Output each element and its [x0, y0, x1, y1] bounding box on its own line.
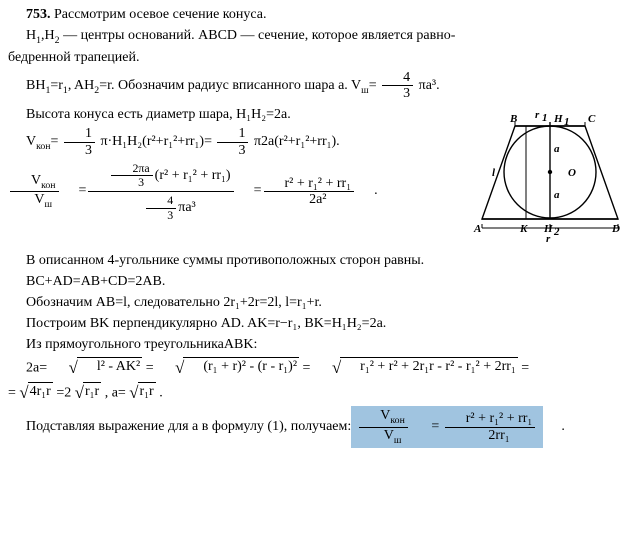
- text: — центры оснований. ABCD — сечение, кото…: [60, 28, 456, 43]
- line-8: В описанном 4-угольнике суммы противопол…: [8, 252, 622, 271]
- text: BH: [26, 78, 45, 93]
- fraction: 4 3: [382, 70, 413, 102]
- svg-text:H: H: [553, 113, 563, 125]
- line-3: бедренной трапецией.: [8, 49, 622, 68]
- line-7: Vкон Vш = 2πa 3 (r² + r₁² + rr₁) 4: [8, 160, 466, 223]
- line-10: Обозначим AB=l, следовательно 2r₁+2r=2l,…: [8, 294, 622, 313]
- svg-text:1: 1: [564, 116, 570, 128]
- line-15: Подставляя выражение для a в формулу (1)…: [8, 406, 622, 448]
- text: Рассмотрим осевое сечение конуса.: [54, 7, 266, 22]
- svg-text:A: A: [473, 223, 481, 235]
- svg-text:B: B: [509, 113, 517, 125]
- line-4: BH1=r1, AH2=r. Обозначим радиус вписанно…: [8, 70, 622, 102]
- svg-text:2: 2: [553, 226, 560, 238]
- text: ,H: [41, 28, 55, 43]
- line-12: Из прямоугольного треугольникаABK:: [8, 336, 622, 355]
- figure: B r1 H1 C a O a l A K H2 D r: [472, 104, 622, 251]
- svg-text:1: 1: [542, 112, 548, 124]
- row-with-figure: Высота конуса есть диаметр шара, H₁H₂=2a…: [8, 104, 622, 251]
- highlighted-result: Vкон Vш = r² + r₁² + rr₁ 2rr₁: [351, 406, 543, 448]
- svg-text:a: a: [554, 143, 560, 155]
- text: H: [26, 28, 36, 43]
- svg-text:D: D: [611, 223, 620, 235]
- svg-text:l: l: [492, 167, 496, 179]
- fraction: r² + r₁² + rr₁ 2a²: [264, 176, 355, 208]
- sqrt: r₁² + r² + 2r₁r - r² - r₁² + 2rr₁: [314, 357, 518, 380]
- fraction: 2πa 3 (r² + r₁² + rr₁) 4 3 πa³: [88, 160, 233, 223]
- line-9: BC+AD=AB+CD=2AB.: [8, 273, 622, 292]
- svg-text:O: O: [568, 167, 576, 179]
- line-14: = 4r₁r =2 r₁r , a= r₁r .: [8, 382, 622, 405]
- document-page: 753. Рассмотрим осевое сечение конуса. H…: [0, 0, 630, 454]
- sqrt: r₁r: [129, 382, 155, 405]
- sqrt: l² - AK²: [51, 357, 143, 380]
- problem-number: 753.: [26, 7, 51, 22]
- fraction: Vкон Vш: [359, 408, 408, 446]
- line-13: 2a= l² - AK² = (r₁ + r)² - (r - r₁)² = r…: [8, 357, 622, 380]
- sqrt: (r₁ + r)² - (r - r₁)²: [157, 357, 299, 380]
- sqrt: 4r₁r: [19, 382, 52, 405]
- sqrt: r₁r: [75, 382, 101, 405]
- svg-text:C: C: [588, 113, 596, 125]
- line-2: H1,H2 — центры оснований. ABCD — сечение…: [8, 27, 622, 47]
- fraction: 1 3: [217, 126, 248, 158]
- fraction: Vкон Vш: [10, 173, 59, 211]
- fraction: 1 3: [64, 126, 95, 158]
- fraction: r² + r₁² + rr₁ 2rr₁: [445, 411, 536, 443]
- geometry-diagram: B r1 H1 C a O a l A K H2 D r: [472, 104, 622, 244]
- line-6: Vкон= 1 3 π·H₁H₂(r²+r₁²+rr₁)= 1 3 π2a(r²…: [8, 126, 466, 158]
- text: бедренной трапецией.: [8, 50, 140, 65]
- svg-text:r: r: [535, 109, 540, 121]
- line-1: 753. Рассмотрим осевое сечение конуса.: [8, 6, 622, 25]
- svg-text:a: a: [554, 189, 560, 201]
- svg-text:r: r: [546, 233, 551, 244]
- line-5: Высота конуса есть диаметр шара, H₁H₂=2a…: [8, 106, 466, 125]
- svg-text:K: K: [519, 223, 528, 235]
- line-11: Построим BK перпендикулярно AD. AK=r−r₁,…: [8, 315, 622, 334]
